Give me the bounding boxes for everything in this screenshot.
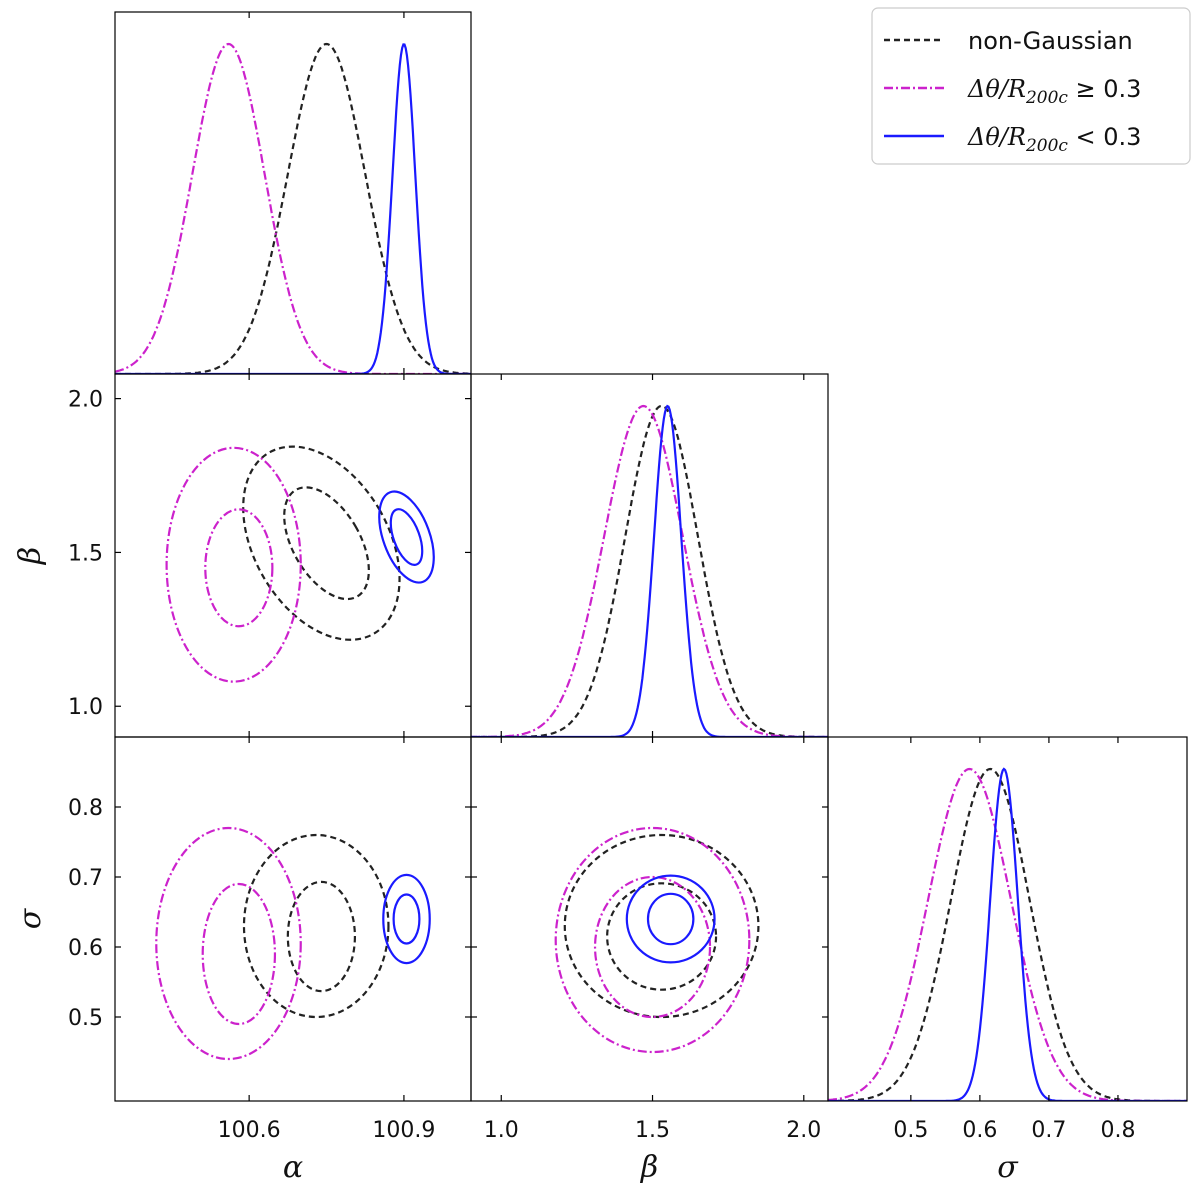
- x-tick-label: 100.6: [218, 1118, 281, 1143]
- curve-sigma-series-1: [828, 767, 1187, 1101]
- contour-outer-alpha_sigma-series-0: [242, 833, 390, 1019]
- contour-inner-alpha_beta-series-0: [283, 486, 370, 601]
- contour-outer-alpha_sigma-series-1: [155, 826, 302, 1061]
- x-axis-label-beta: β: [640, 1150, 658, 1185]
- panel-frame: [114, 373, 472, 738]
- contour-inner-alpha_sigma-series-0: [286, 880, 357, 993]
- panel-beta-beta: [470, 373, 829, 738]
- contour-outer-alpha_beta-series-1: [165, 446, 302, 683]
- panel-content: [115, 42, 471, 374]
- x-tick-label: 0.5: [893, 1118, 928, 1143]
- panel-content: [554, 826, 760, 1054]
- y-tick-label: 0.8: [68, 796, 103, 821]
- panel-sigma-sigma: 0.5 0.6 0.7 0.8: [827, 736, 1188, 1143]
- contour-outer-alpha_beta-series-2: [378, 490, 435, 584]
- y-axis-label-beta: β: [13, 547, 48, 565]
- x-tick-label: 0.6: [962, 1118, 997, 1143]
- y-tick-label: 0.5: [68, 1006, 103, 1031]
- panel-alpha-alpha: [114, 11, 472, 375]
- curve-beta-series-1: [471, 404, 828, 737]
- contour-inner-alpha_beta-series-2: [389, 508, 424, 566]
- legend-label-1: Δθ/R200c ≥ 0.3: [967, 75, 1141, 108]
- contour-inner-beta_sigma-series-2: [646, 892, 695, 946]
- panel-content: [165, 445, 435, 683]
- x-tick-label: 100.9: [372, 1118, 435, 1143]
- contour-outer-beta_sigma-series-0: [563, 833, 760, 1019]
- curve-beta-series-0: [471, 404, 828, 737]
- panel-content: [471, 404, 828, 737]
- curve-alpha-series-2: [115, 43, 471, 374]
- curve-beta-series-2: [471, 404, 828, 737]
- x-axis-label-alpha: α: [283, 1150, 303, 1185]
- panel-frame: [114, 11, 472, 375]
- contour-inner-alpha_beta-series-1: [204, 508, 274, 628]
- curve-alpha-series-1: [115, 42, 471, 374]
- x-tick-label: 1.5: [635, 1118, 670, 1143]
- y-tick-label: 0.6: [68, 936, 103, 961]
- panel-beta-alpha: 1.0 1.5 2.0: [68, 373, 472, 738]
- x-tick-label: 0.7: [1031, 1118, 1066, 1143]
- curve-alpha-series-0: [115, 42, 471, 374]
- legend-label-0: non-Gaussian: [968, 27, 1133, 55]
- panel-frame: [470, 736, 829, 1102]
- panel-frame: [827, 736, 1188, 1102]
- contour-outer-alpha_beta-series-0: [242, 445, 401, 641]
- panel-sigma-alpha: 100.6 100.9 0.5 0.6 0.7 0.8: [68, 736, 472, 1143]
- panel-sigma-beta: 1.0 1.5 2.0: [470, 736, 829, 1143]
- y-tick-label: 1.5: [68, 541, 103, 566]
- curve-sigma-series-2: [828, 767, 1187, 1101]
- contour-inner-alpha_sigma-series-1: [201, 882, 277, 1026]
- contour-outer-alpha_sigma-series-2: [382, 873, 431, 965]
- contour-inner-beta_sigma-series-0: [606, 882, 718, 991]
- y-tick-label: 0.7: [68, 866, 103, 891]
- y-tick-label: 1.0: [68, 695, 103, 720]
- legend-label-2: Δθ/R200c < 0.3: [967, 123, 1141, 156]
- y-tick-label: 2.0: [68, 388, 103, 413]
- panel-content: [155, 826, 431, 1061]
- curve-sigma-series-0: [828, 767, 1187, 1101]
- contour-outer-beta_sigma-series-1: [554, 826, 751, 1054]
- contour-outer-beta_sigma-series-2: [625, 874, 716, 964]
- panel-frame: [114, 736, 472, 1102]
- contour-inner-alpha_sigma-series-2: [392, 893, 421, 945]
- panel-frame: [470, 373, 829, 738]
- y-axis-label-sigma: σ: [13, 907, 48, 929]
- x-axis-label-sigma: σ: [997, 1150, 1019, 1185]
- contour-inner-beta_sigma-series-1: [593, 875, 712, 1019]
- legend-box: [871, 7, 1191, 165]
- legend: non-Gaussian Δθ/R200c ≥ 0.3 Δθ/R200c < 0.3: [871, 7, 1191, 165]
- x-tick-label: 1.0: [484, 1118, 519, 1143]
- panel-content: [828, 767, 1187, 1101]
- x-tick-label: 0.8: [1100, 1118, 1135, 1143]
- x-tick-label: 2.0: [786, 1118, 821, 1143]
